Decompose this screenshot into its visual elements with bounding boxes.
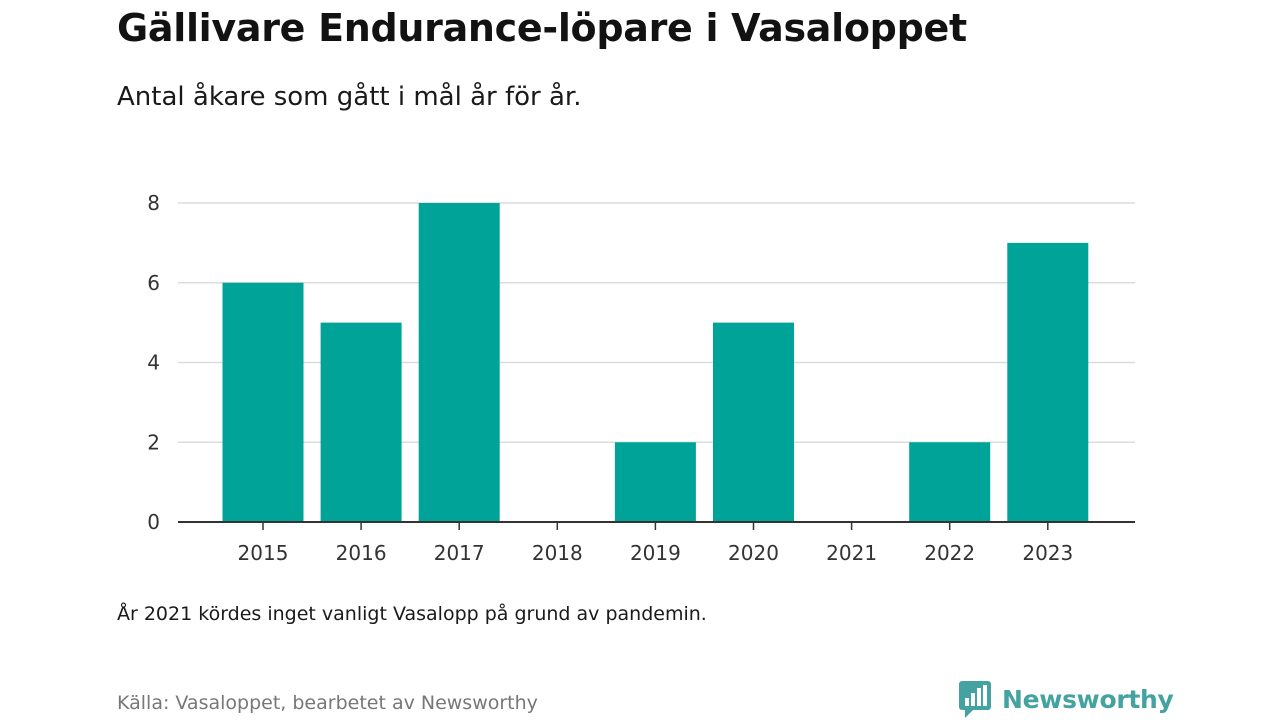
x-axis-ticks bbox=[262, 522, 1049, 530]
chart-subtitle: Antal åkare som gått i mål år för år. bbox=[117, 82, 582, 112]
bars bbox=[222, 203, 1089, 522]
y-tick-label-4: 4 bbox=[147, 351, 160, 375]
x-tick-label-2019: 2019 bbox=[630, 541, 681, 565]
brand-name: Newsworthy bbox=[1002, 684, 1174, 714]
newsworthy-logo: Newsworthy bbox=[958, 678, 1174, 720]
chart-title: Gällivare Endurance-löpare i Vasaloppet bbox=[117, 6, 967, 50]
bar-2019 bbox=[614, 442, 696, 522]
y-tick-label-8: 8 bbox=[147, 191, 160, 215]
bar-2017 bbox=[418, 203, 500, 522]
bar-2022 bbox=[909, 442, 991, 522]
y-tick-label-6: 6 bbox=[147, 271, 160, 295]
bar-2023 bbox=[1007, 242, 1089, 522]
y-axis-labels: 0 2 4 6 8 bbox=[147, 191, 160, 534]
x-tick-label-2020: 2020 bbox=[728, 541, 779, 565]
x-tick-label-2015: 2015 bbox=[238, 541, 289, 565]
x-tick-label-2018: 2018 bbox=[532, 541, 583, 565]
bar-2020 bbox=[713, 322, 794, 522]
newsworthy-logo-icon bbox=[959, 681, 991, 718]
x-axis-labels: 2015 2016 2017 2018 2019 2020 2021 2022 2023 bbox=[238, 541, 1074, 565]
x-tick-label-2021: 2021 bbox=[826, 541, 877, 565]
y-tick-label-0: 0 bbox=[147, 510, 160, 534]
x-tick-label-2017: 2017 bbox=[434, 541, 485, 565]
bar-2016 bbox=[320, 322, 402, 522]
bar-2015 bbox=[222, 282, 304, 522]
x-tick-label-2016: 2016 bbox=[336, 541, 387, 565]
source-credit: Källa: Vasaloppet, bearbetet av Newswort… bbox=[117, 692, 538, 714]
chart-note: År 2021 kördes inget vanligt Vasalopp på… bbox=[117, 603, 707, 625]
x-tick-label-2023: 2023 bbox=[1022, 541, 1073, 565]
x-tick-label-2022: 2022 bbox=[924, 541, 975, 565]
y-tick-label-2: 2 bbox=[147, 430, 160, 454]
